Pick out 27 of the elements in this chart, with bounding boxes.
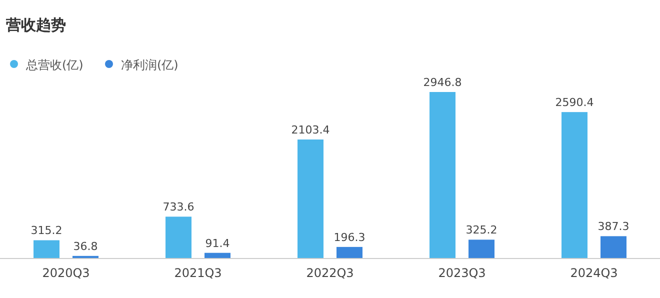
x-tick-label: 2021Q3 xyxy=(174,266,222,280)
data-label: 387.3 xyxy=(598,220,630,234)
bar xyxy=(298,140,324,258)
bar xyxy=(204,252,230,258)
data-label: 315.2 xyxy=(30,224,62,238)
data-label: 2590.4 xyxy=(555,96,594,110)
data-label: 91.4 xyxy=(205,236,230,250)
legend-label: 净利润(亿) xyxy=(121,58,178,72)
bar xyxy=(562,112,588,258)
x-tick-label: 2023Q3 xyxy=(438,266,486,280)
data-label: 2946.8 xyxy=(423,76,462,89)
x-tick-label: 2024Q3 xyxy=(570,266,618,280)
x-tick-label: 2020Q3 xyxy=(42,266,90,280)
data-label: 733.6 xyxy=(162,200,194,214)
legend-label: 总营收(亿) xyxy=(25,58,84,72)
bar xyxy=(600,236,626,258)
data-label: 2103.4 xyxy=(291,124,330,137)
data-label: 196.3 xyxy=(334,230,366,244)
title: 营收趋势 xyxy=(6,16,66,34)
bar xyxy=(468,240,494,258)
bar xyxy=(336,246,362,258)
bar xyxy=(34,240,60,258)
data-label: 36.8 xyxy=(73,240,98,253)
data-label: 325.2 xyxy=(466,224,498,237)
x-tick-label: 2022Q3 xyxy=(306,266,354,280)
bar xyxy=(166,216,192,258)
bar xyxy=(430,92,456,258)
